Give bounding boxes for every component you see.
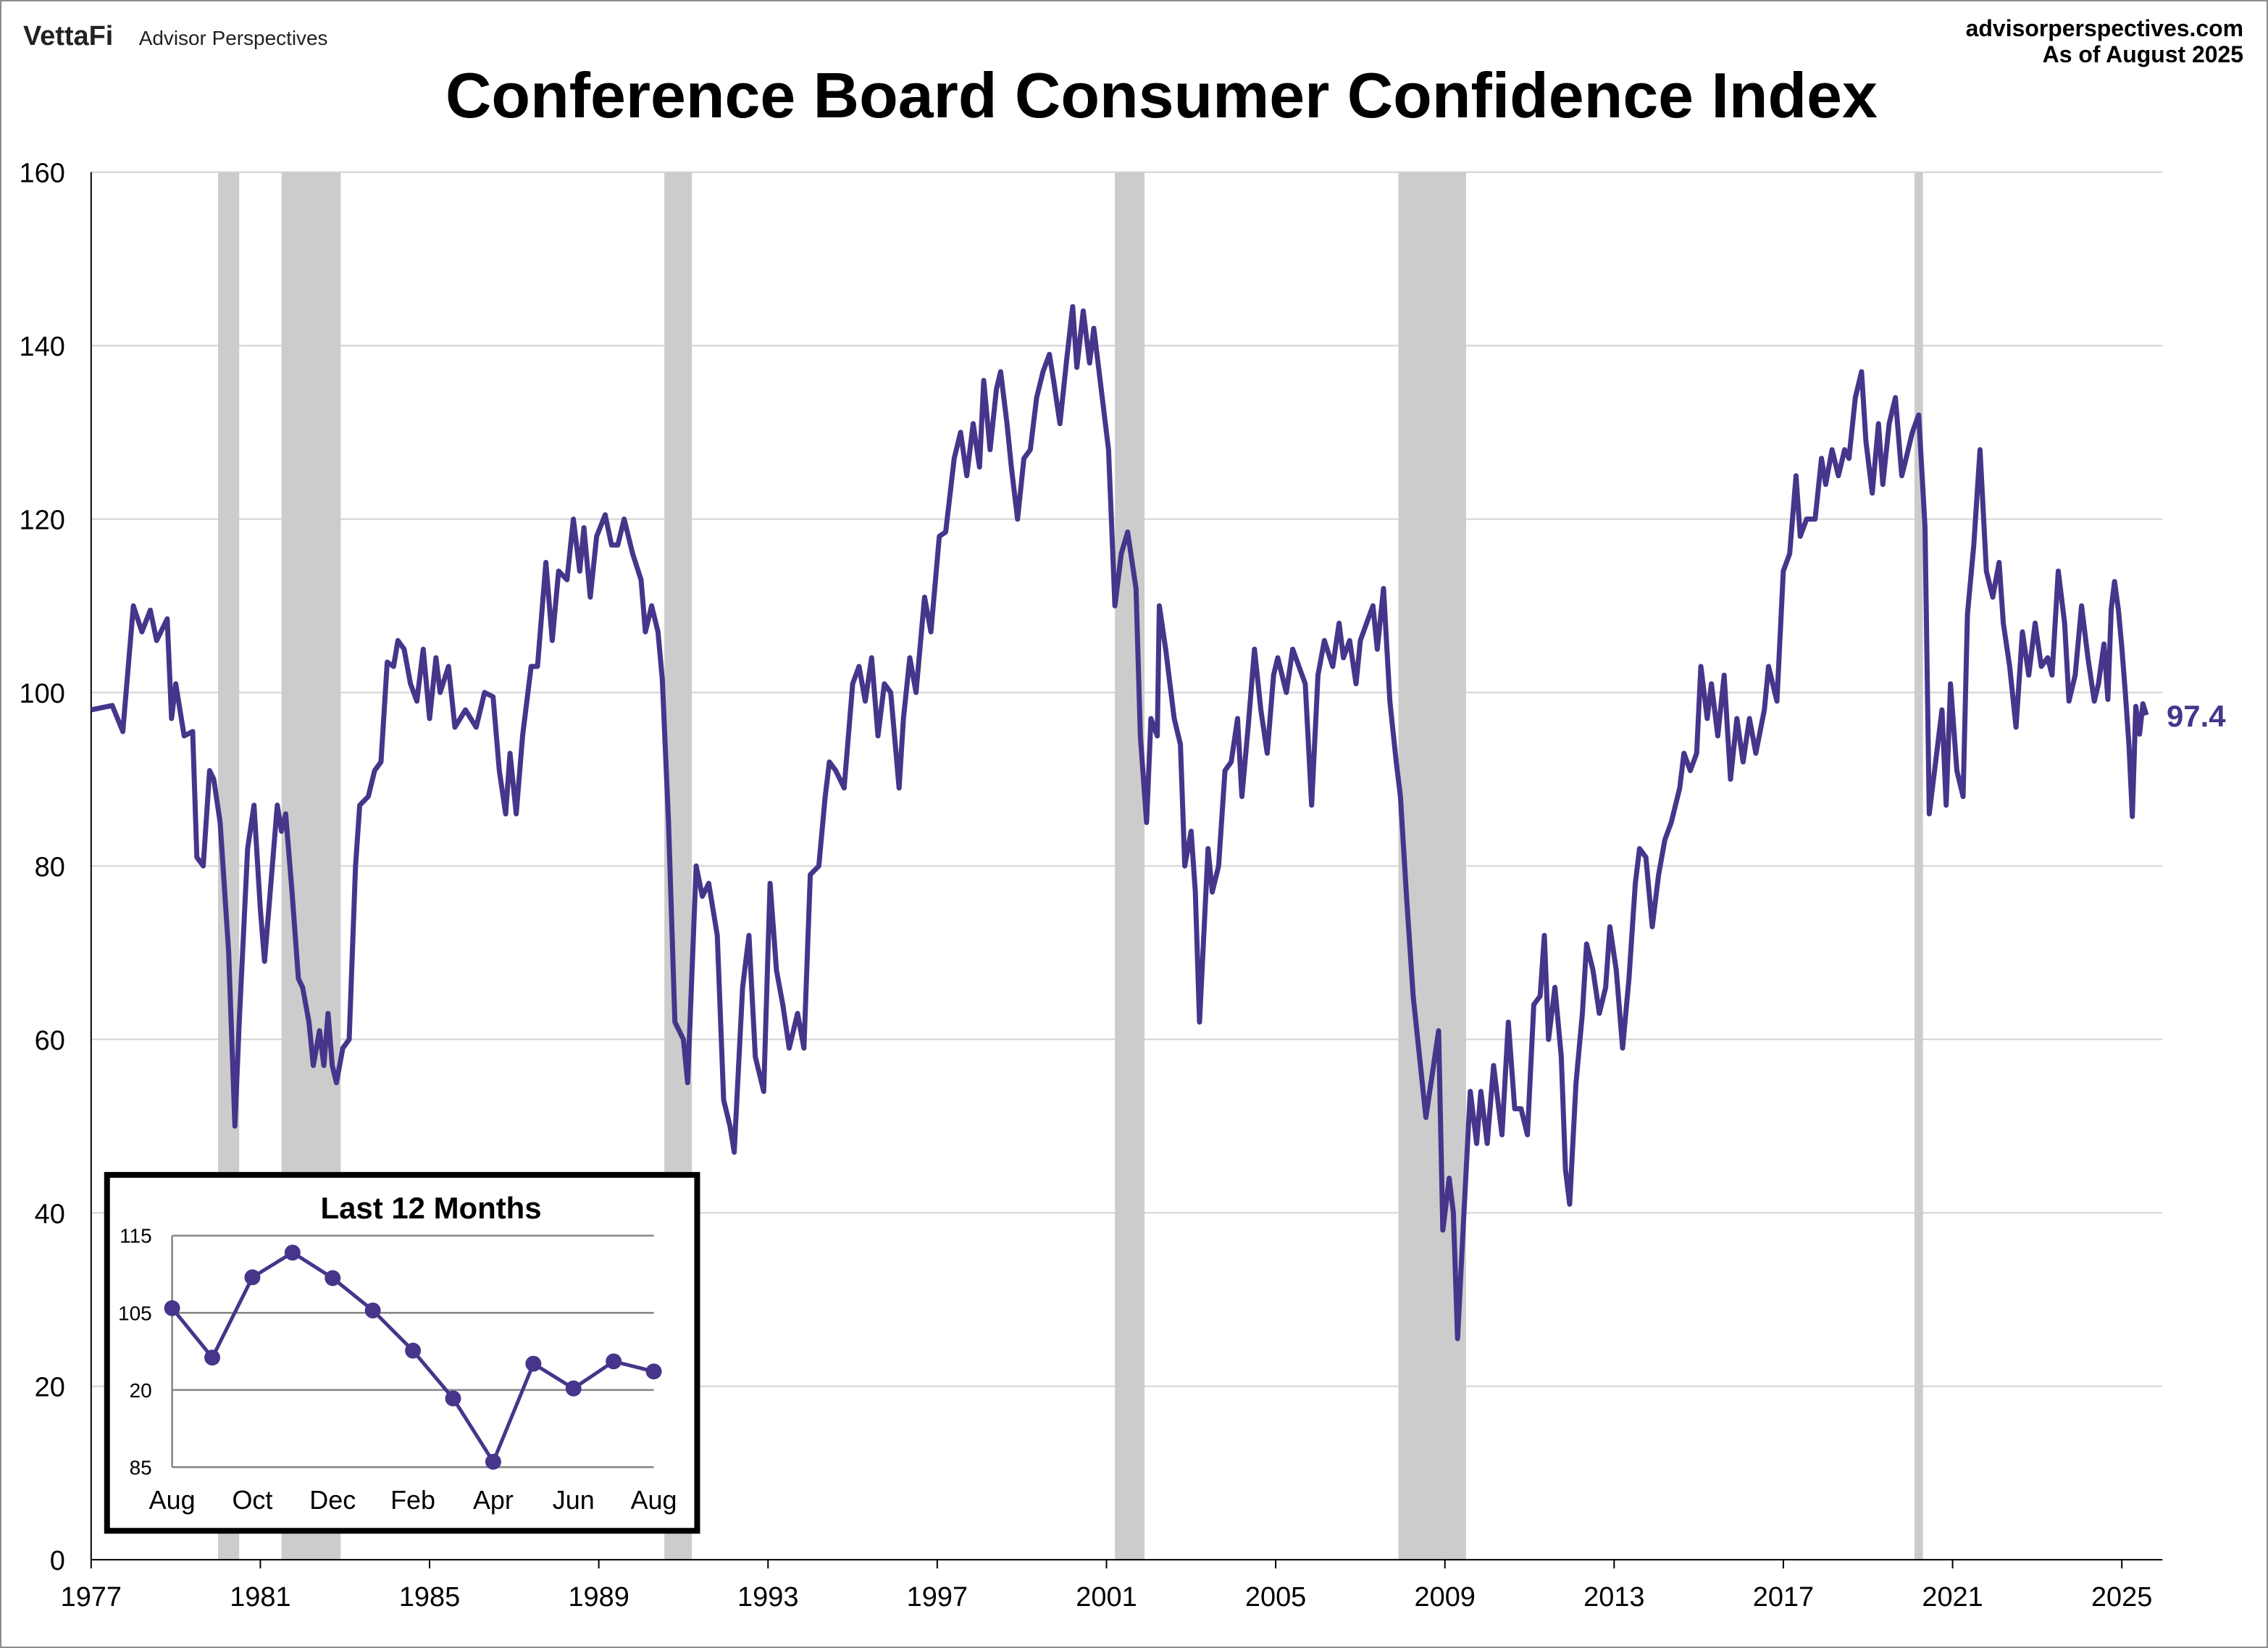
recession-band	[1914, 172, 1923, 1560]
y-tick-label: 20	[35, 1373, 65, 1403]
inset-data-point	[565, 1380, 582, 1397]
inset-x-tick-label: Feb	[390, 1485, 435, 1515]
inset-y-tick-label: 85	[130, 1456, 152, 1478]
inset-plot: 85 20 105 115 Aug Oct Dec Feb Apr Jun Aug	[118, 1225, 677, 1515]
inset-data-point	[645, 1363, 662, 1380]
recession-band	[1115, 172, 1145, 1560]
inset-panel: Last 12 Months 85 20 105 115 Aug Oct Dec Feb Apr…	[104, 1171, 700, 1534]
x-tick-label: 1997	[907, 1582, 968, 1613]
y-tick-label: 60	[35, 1026, 65, 1056]
y-tick-label: 160	[20, 159, 65, 189]
y-tick-label: 100	[20, 679, 65, 709]
inset-y-tick-label: 115	[120, 1225, 152, 1247]
inset-data-point	[204, 1350, 221, 1366]
inset-x-tick-label: Apr	[473, 1485, 514, 1515]
inset-x-tick-label: Aug	[631, 1485, 677, 1515]
inset-data-point	[284, 1245, 301, 1261]
as-of-date: As of August 2025	[2043, 41, 2243, 67]
inset-data-point	[244, 1269, 261, 1286]
x-tick-label: 2013	[1583, 1582, 1644, 1613]
x-tick-label: 2025	[2091, 1582, 2152, 1613]
inset-x-tick-label: Dec	[309, 1485, 356, 1515]
inset-data-point	[525, 1355, 542, 1372]
y-tick-label: 140	[20, 332, 65, 362]
x-tick-label: 2005	[1245, 1582, 1306, 1613]
chart-title: Conference Board Consumer Confidence Ind…	[445, 59, 1878, 131]
inset-x-tick-label: Aug	[149, 1485, 196, 1515]
last-value-label: 97.4	[2167, 699, 2226, 733]
site-url: advisorperspectives.com	[1966, 15, 2243, 41]
inset-y-tick-label: 20	[130, 1379, 152, 1402]
inset-frame	[104, 1171, 700, 1534]
y-tick-label: 0	[50, 1546, 65, 1576]
inset-data-point	[364, 1302, 381, 1319]
inset-data-point	[445, 1390, 461, 1407]
recession-band	[1398, 172, 1466, 1560]
inset-data-point	[325, 1270, 341, 1287]
vettafi-logo: VettaFi	[23, 21, 113, 51]
inset-data-point	[405, 1342, 422, 1359]
inset-data-point	[164, 1300, 180, 1316]
inset-x-tick-label: Jun	[553, 1485, 595, 1515]
x-tick-label: 1977	[61, 1582, 122, 1613]
x-tick-label: 2001	[1076, 1582, 1137, 1613]
inset-data-point	[606, 1353, 622, 1370]
x-tick-label: 2021	[1922, 1582, 1983, 1613]
x-tick-label: 1993	[737, 1582, 798, 1613]
x-tick-label: 1989	[568, 1582, 629, 1613]
x-tick-label: 2009	[1415, 1582, 1476, 1613]
brand-name: Advisor Perspectives	[139, 27, 328, 49]
inset-title: Last 12 Months	[320, 1191, 541, 1225]
series-line-consumer-confidence	[91, 304, 2149, 1342]
y-tick-label: 80	[35, 852, 65, 882]
inset-x-tick-label: Oct	[232, 1485, 272, 1515]
x-tick-label: 1985	[399, 1582, 460, 1613]
y-tick-label: 120	[20, 506, 65, 536]
x-tick-label: 2017	[1753, 1582, 1814, 1613]
inset-data-point	[485, 1453, 501, 1470]
inset-y-tick-label: 105	[118, 1302, 152, 1324]
y-tick-label: 40	[35, 1199, 65, 1229]
x-tick-label: 1981	[230, 1582, 290, 1613]
